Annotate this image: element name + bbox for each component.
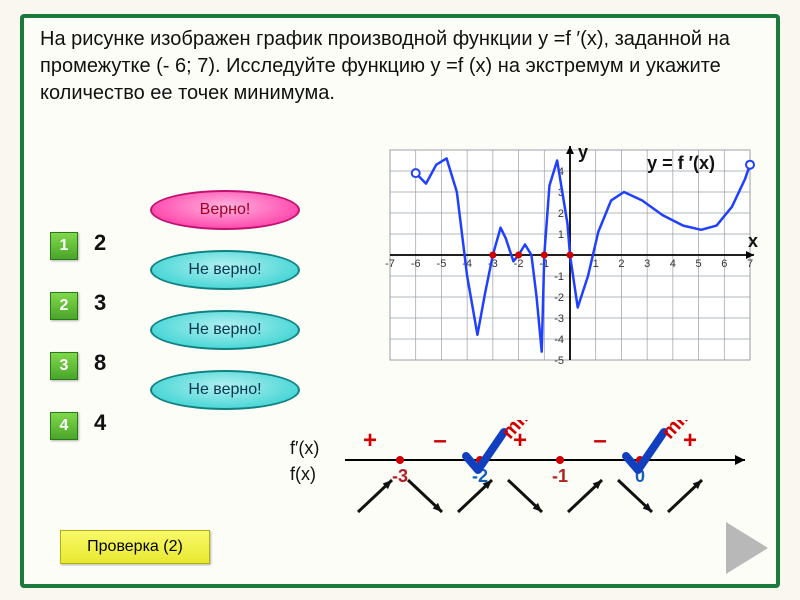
svg-text:-6: -6 — [411, 258, 421, 270]
feedback-bubble-3: Не верно! — [150, 310, 300, 350]
svg-text:-2: -2 — [554, 292, 564, 304]
svg-text:-3: -3 — [554, 313, 564, 325]
svg-text:3: 3 — [644, 258, 650, 270]
svg-text:-3: -3 — [392, 466, 408, 486]
feedback-bubble-4: Не верно! — [150, 370, 300, 410]
feedback-text-2: Не верно! — [188, 261, 261, 279]
derivative-chart: -7-6-5-4-3-2-11234567-5-4-3-2-11234xyy =… — [380, 140, 760, 370]
svg-text:y: y — [578, 142, 588, 162]
svg-text:-5: -5 — [437, 258, 447, 270]
answer-value-1: 2 — [94, 230, 106, 256]
svg-text:6: 6 — [721, 258, 727, 270]
svg-text:y = f ′(x): y = f ′(x) — [647, 153, 715, 173]
answer-button-4[interactable]: 4 — [50, 412, 78, 440]
svg-text:-1: -1 — [552, 466, 568, 486]
answer-button-3[interactable]: 3 — [50, 352, 78, 380]
signline-svg: -3-2-10+–+–+minmin — [290, 420, 760, 520]
answer-button-1[interactable]: 1 — [50, 232, 78, 260]
question-text: На рисунке изображен график производной … — [40, 26, 760, 107]
feedback-text-3: Не верно! — [188, 321, 261, 339]
svg-text:2: 2 — [558, 208, 564, 220]
svg-text:-4: -4 — [554, 334, 564, 346]
feedback-bubble-1: Верно! — [150, 190, 300, 230]
svg-text:4: 4 — [670, 258, 676, 270]
svg-text:+: + — [363, 427, 377, 454]
answer-num-1: 1 — [60, 237, 69, 255]
check-button[interactable]: Проверка (2) — [60, 530, 210, 564]
svg-text:1: 1 — [558, 229, 564, 241]
svg-text:2: 2 — [618, 258, 624, 270]
sign-line: -3-2-10+–+–+minmin f′(x) f(x) — [290, 420, 760, 520]
answer-value-3: 8 — [94, 350, 106, 376]
svg-text:+: + — [683, 427, 697, 454]
answer-value-2: 3 — [94, 290, 106, 316]
svg-text:5: 5 — [696, 258, 702, 270]
svg-text:-5: -5 — [554, 355, 564, 367]
svg-text:-7: -7 — [385, 258, 395, 270]
svg-text:-1: -1 — [554, 271, 564, 283]
signline-bottom-label: f(x) — [290, 464, 316, 485]
chart-svg: -7-6-5-4-3-2-11234567-5-4-3-2-11234xyy =… — [380, 140, 760, 370]
svg-text:–: – — [433, 427, 446, 454]
next-slide-button[interactable] — [726, 522, 768, 574]
feedback-text-1: Верно! — [200, 201, 251, 219]
answer-num-3: 3 — [60, 357, 69, 375]
answer-button-2[interactable]: 2 — [50, 292, 78, 320]
svg-text:7: 7 — [747, 258, 753, 270]
answer-value-4: 4 — [94, 410, 106, 436]
feedback-bubble-2: Не верно! — [150, 250, 300, 290]
answer-num-4: 4 — [60, 417, 69, 435]
answer-num-2: 2 — [60, 297, 69, 315]
signline-top-label: f′(x) — [290, 438, 319, 459]
svg-text:x: x — [748, 231, 758, 251]
svg-text:–: – — [593, 427, 606, 454]
svg-text:1: 1 — [593, 258, 599, 270]
check-button-label: Проверка (2) — [87, 538, 183, 556]
feedback-text-4: Не верно! — [188, 381, 261, 399]
